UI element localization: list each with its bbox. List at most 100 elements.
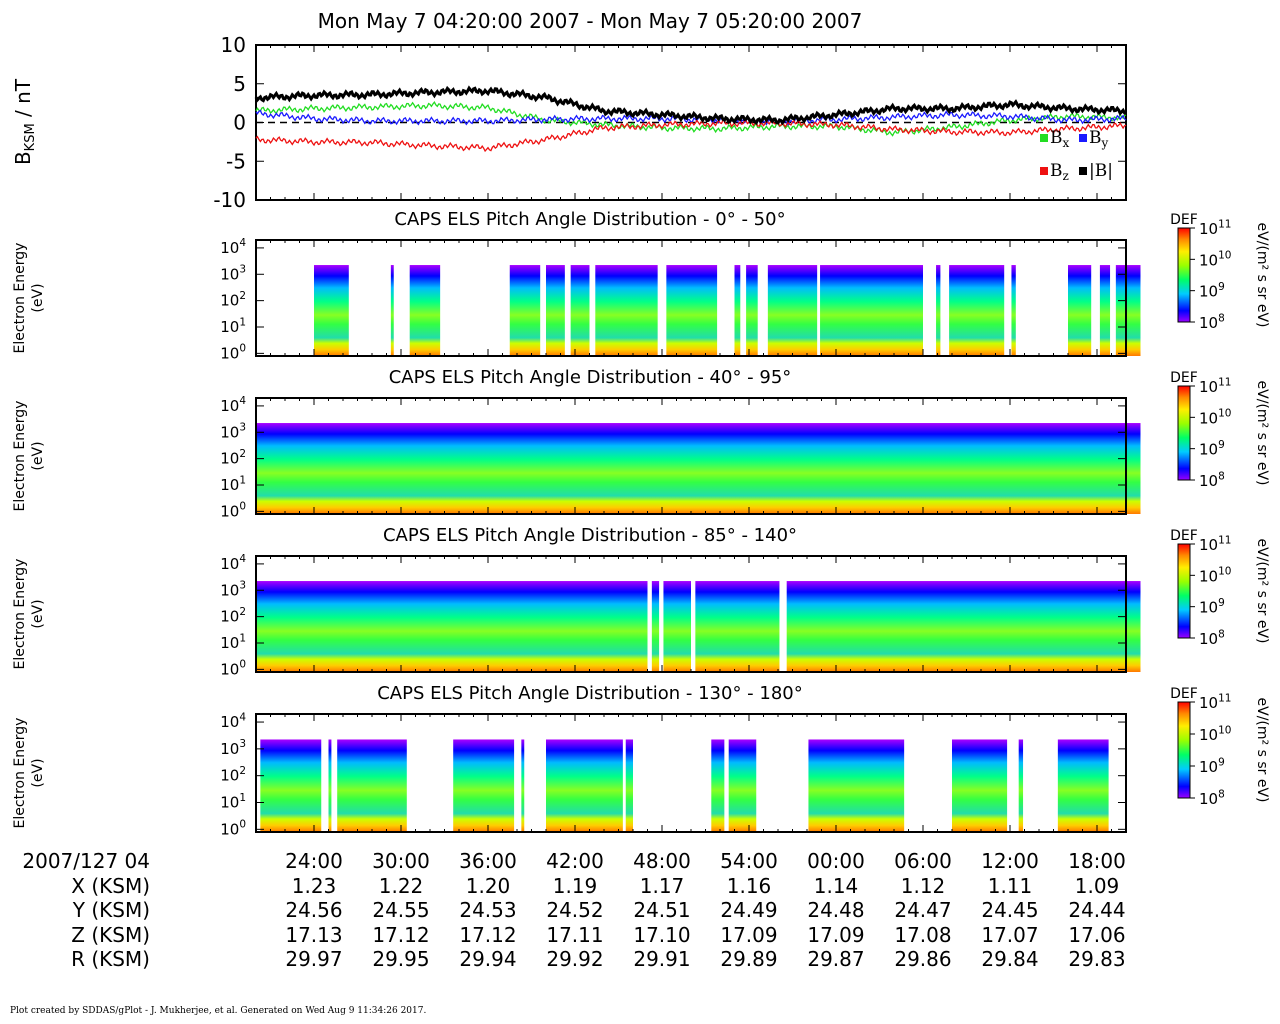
spectrogram-data-block [256,423,1141,514]
colorbar-label: DEF [1170,686,1198,702]
spectrogram-data-block [1099,265,1111,356]
ephemeris-value: 1.12 [901,874,946,898]
y-tick-label: 101 [220,632,246,652]
y-tick-label: 10 [221,33,246,57]
y-tick-label: 101 [220,792,246,812]
legend-label: |B| [1089,161,1113,181]
spectrogram-panel-130-180: CAPS ELS Pitch Angle Distribution - 130°… [12,683,1270,838]
ephemeris-row-label: X (KSM) [71,874,150,898]
spectrogram-data-block [328,739,332,832]
y-tick-label: 5 [233,72,246,96]
y-tick-label: 104 [220,237,246,257]
spectrogram-data-block [786,581,1141,672]
spectrogram-data-block [390,265,394,356]
y-tick-label: 104 [220,395,246,415]
spectrogram-panel-0-50: CAPS ELS Pitch Angle Distribution - 0° -… [12,209,1270,362]
y-tick-label: 104 [220,711,246,731]
ephemeris-value: 29.84 [981,947,1038,971]
colorbar-tick-label: 108 [1199,628,1225,648]
colorbar-tick-label: 1011 [1199,376,1231,396]
ephemeris-value: 1.19 [553,874,598,898]
colorbar-tick-label: 109 [1199,756,1225,776]
colorbar [1177,227,1191,323]
spectrogram-data-block [1115,265,1141,356]
spectrogram-data-block [734,265,741,356]
colorbar-tick-label: 108 [1199,470,1225,490]
ephemeris-value: 30:00 [372,849,430,873]
spectrogram-data-block [663,581,691,672]
ephemeris-value: 1.16 [727,874,772,898]
spectrogram-data-block [453,739,515,832]
spectrogram-data-block [256,581,648,672]
colorbar-tick-label: 108 [1199,312,1225,332]
y-tick-label: 0 [233,111,246,135]
colorbar-unit: eV/(m² s sr eV) [1254,381,1270,486]
y-tick-label: 103 [220,422,246,442]
colorbar-tick-label: 109 [1199,439,1225,459]
ephemeris-value: 17.09 [807,923,864,947]
spectrogram-title: CAPS ELS Pitch Angle Distribution - 40° … [389,367,792,388]
spectrogram-data-block [1068,265,1092,356]
spectrogram-data-block [595,265,658,356]
colorbar-tick-label: 1010 [1199,566,1231,586]
series-line-bz [255,118,1127,153]
y-tick-label: -5 [226,149,246,173]
ephemeris-value: 17.10 [633,923,690,947]
colorbar-tick-label: 1010 [1199,408,1231,428]
legend-swatch [1079,167,1087,175]
magnetic-field-panel: 10 5 0 -5 -10 BKSM / nT Bx By Bz |B| [11,33,1127,212]
colorbar-tick-label: 1011 [1199,218,1231,238]
spectrogram-data-block [949,265,1005,356]
ephemeris-value: 29.86 [894,947,951,971]
ephemeris-value: 24.53 [459,898,516,922]
colorbar-tick-label: 1010 [1199,250,1231,270]
y-tick-label: 104 [220,553,246,573]
ephemeris-value: 17.06 [1068,923,1125,947]
colorbar [1177,701,1191,799]
ephemeris-value: 1.22 [379,874,424,898]
legend-label: By [1089,128,1109,150]
colorbar [1177,543,1191,639]
y-axis-label: BKSM / nT [11,78,38,165]
plot-footer: Plot created by SDDAS/gPlot - J. Mukherj… [10,1006,427,1016]
spectrogram-panel-85-140: CAPS ELS Pitch Angle Distribution - 85° … [12,525,1270,678]
spectrogram-data-block [666,265,718,356]
ephemeris-value: 17.12 [459,923,516,947]
ephemeris-value: 17.08 [894,923,951,947]
colorbar-label: DEF [1170,528,1198,544]
spectrogram-data-block [767,265,818,356]
ephemeris-value: 1.14 [814,874,859,898]
spectrogram-data-block [695,581,780,672]
ephemeris-row-label: R (KSM) [71,947,150,971]
y-tick-label: 103 [220,580,246,600]
ephemeris-value: 17.13 [285,923,342,947]
colorbar-tick-label: 109 [1199,597,1225,617]
plot-title: Mon May 7 04:20:00 2007 - Mon May 7 05:2… [318,9,863,33]
spectrogram-data-block [625,739,633,832]
spectrogram-data-block [570,265,590,356]
ephemeris-value: 29.87 [807,947,864,971]
ephemeris-row-label: Z (KSM) [71,923,150,947]
ephemeris-value: 29.92 [546,947,603,971]
colorbar-tick-label: 108 [1199,788,1225,808]
ephemeris-value: 1.09 [1075,874,1120,898]
ephemeris-value: 24.44 [1068,898,1125,922]
ephemeris-value: 17.11 [546,923,603,947]
legend-label: Bx [1050,128,1070,150]
legend-swatch [1040,167,1048,175]
ephemeris-row-label: 2007/127 04 [22,849,150,873]
legend-label: Bz [1050,161,1069,183]
ephemeris-value: 42:00 [546,849,604,873]
spectrogram-data-block [260,739,322,832]
y-tick-label: 100 [220,343,246,363]
colorbar [1177,385,1191,481]
colorbar-unit: eV/(m² s sr eV) [1254,539,1270,644]
colorbar-label: DEF [1170,370,1198,386]
spectrogram-data-block [1018,739,1024,832]
ephemeris-value: 48:00 [633,849,691,873]
spectrogram-data-block [1057,739,1109,832]
spectrogram-data-block [1011,265,1016,356]
ephemeris-value: 1.23 [292,874,337,898]
ephemeris-value: 24.51 [633,898,690,922]
y-axis-label: Electron Energy (eV) [12,243,46,354]
